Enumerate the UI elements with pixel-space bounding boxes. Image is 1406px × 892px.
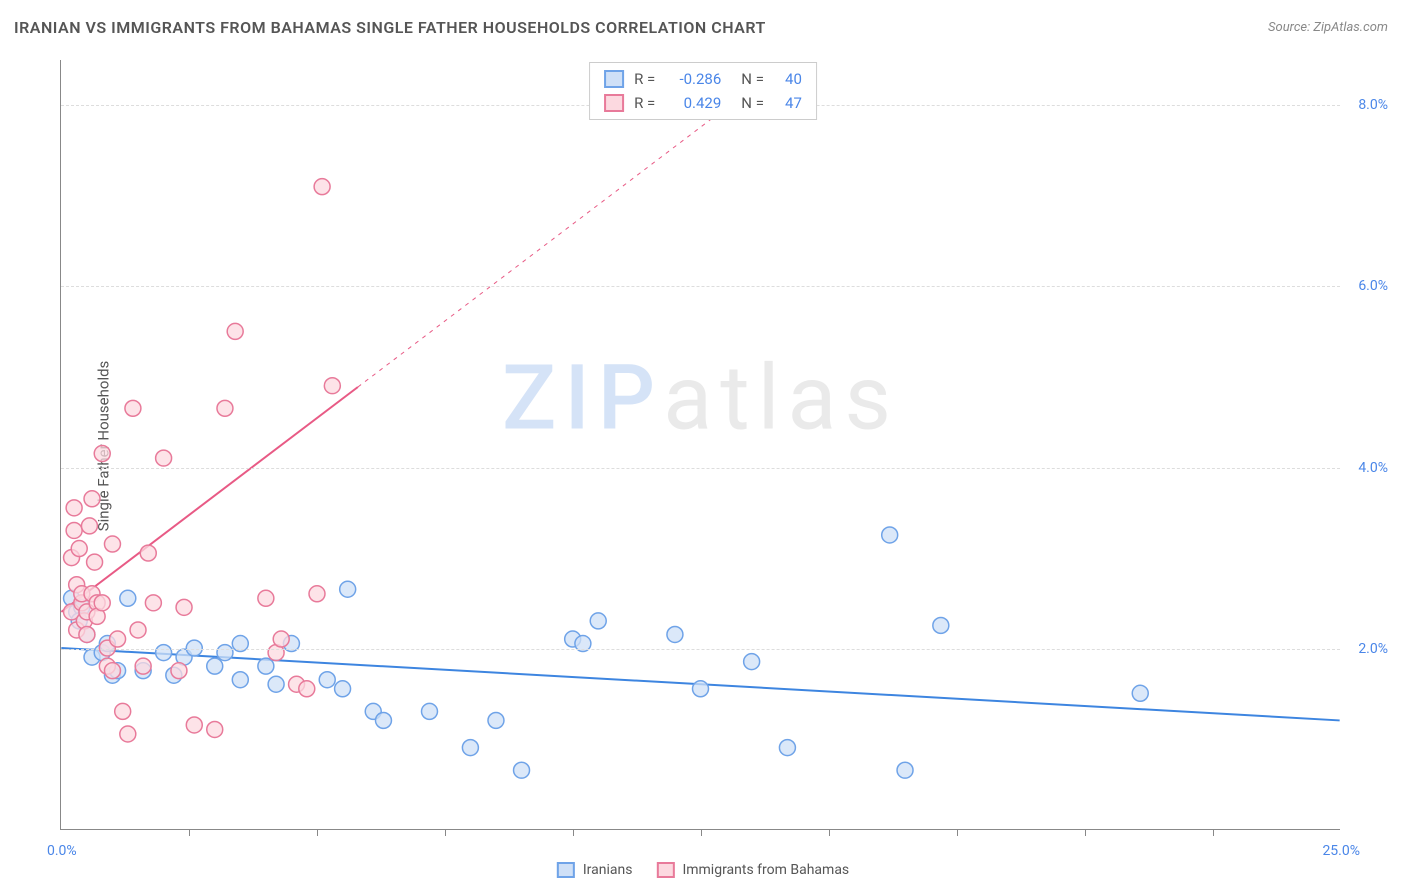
- data-point: [299, 681, 315, 697]
- data-point: [104, 663, 120, 679]
- legend-label: Immigrants from Bahamas: [682, 862, 849, 878]
- data-point: [186, 717, 202, 733]
- gridline: [61, 286, 1340, 287]
- data-point: [207, 721, 223, 737]
- stats-row: R = 0.429 N = 47: [604, 91, 802, 115]
- gridline: [61, 649, 1340, 650]
- y-tick-label: 4.0%: [1358, 460, 1388, 476]
- y-tick-label: 8.0%: [1358, 97, 1388, 113]
- data-point: [933, 617, 949, 633]
- data-point: [258, 658, 274, 674]
- data-point: [667, 626, 683, 642]
- data-point: [488, 712, 504, 728]
- data-point: [87, 554, 103, 570]
- stats-row: R = -0.286 N = 40: [604, 67, 802, 91]
- y-tick-label: 2.0%: [1358, 641, 1388, 657]
- data-point: [309, 586, 325, 602]
- data-point: [227, 323, 243, 339]
- data-point: [84, 491, 100, 507]
- data-point: [422, 703, 438, 719]
- y-tick-label: 6.0%: [1358, 278, 1388, 294]
- data-point: [514, 762, 530, 778]
- gridline: [61, 468, 1340, 469]
- data-point: [171, 663, 187, 679]
- chart-title: IRANIAN VS IMMIGRANTS FROM BAHAMAS SINGL…: [14, 18, 766, 37]
- stat-n-value: 47: [774, 91, 802, 115]
- data-point: [71, 541, 87, 557]
- data-point: [258, 590, 274, 606]
- source-attribution: Source: ZipAtlas.com: [1268, 20, 1388, 35]
- legend-item: Iranians: [557, 862, 633, 878]
- data-point: [268, 676, 284, 692]
- stat-r-label: R =: [634, 67, 655, 91]
- series-swatch: [604, 94, 624, 112]
- legend-label: Iranians: [583, 862, 633, 878]
- data-point: [135, 658, 151, 674]
- series-swatch: [604, 70, 624, 88]
- data-point: [120, 726, 136, 742]
- data-point: [1132, 685, 1148, 701]
- data-point: [110, 631, 126, 647]
- data-point: [314, 179, 330, 195]
- data-point: [744, 654, 760, 670]
- series-swatch: [656, 862, 674, 878]
- x-min-label: 0.0%: [47, 843, 77, 859]
- stat-r-label: R =: [634, 91, 655, 115]
- data-point: [79, 626, 95, 642]
- data-point: [217, 645, 233, 661]
- x-tick: [1085, 829, 1086, 836]
- x-tick: [573, 829, 574, 836]
- data-point: [375, 712, 391, 728]
- stats-legend-box: R = -0.286 N = 40 R = 0.429 N = 47: [589, 62, 817, 120]
- data-point: [340, 581, 356, 597]
- data-point: [104, 536, 120, 552]
- x-tick: [445, 829, 446, 836]
- data-point: [120, 590, 136, 606]
- trend-line: [61, 387, 358, 612]
- data-point: [273, 631, 289, 647]
- data-point: [145, 595, 161, 611]
- data-point: [335, 681, 351, 697]
- x-tick: [317, 829, 318, 836]
- data-point: [319, 672, 335, 688]
- x-tick: [957, 829, 958, 836]
- data-point: [176, 599, 192, 615]
- data-point: [81, 518, 97, 534]
- stat-r-value: 0.429: [665, 91, 721, 115]
- data-point: [140, 545, 156, 561]
- bottom-legend: Iranians Immigrants from Bahamas: [557, 862, 849, 878]
- data-point: [130, 622, 146, 638]
- data-point: [882, 527, 898, 543]
- stat-r-value: -0.286: [665, 67, 721, 91]
- data-point: [156, 645, 172, 661]
- data-point: [94, 595, 110, 611]
- stat-n-value: 40: [774, 67, 802, 91]
- legend-item: Immigrants from Bahamas: [656, 862, 849, 878]
- data-point: [125, 400, 141, 416]
- x-tick: [189, 829, 190, 836]
- x-tick: [829, 829, 830, 836]
- chart-svg: [61, 60, 1340, 829]
- series-swatch: [557, 862, 575, 878]
- data-point: [590, 613, 606, 629]
- data-point: [94, 446, 110, 462]
- data-point: [693, 681, 709, 697]
- stat-n-label: N =: [741, 67, 764, 91]
- data-point: [232, 672, 248, 688]
- stat-n-label: N =: [741, 91, 764, 115]
- data-point: [156, 450, 172, 466]
- x-max-label: 25.0%: [1322, 843, 1360, 859]
- data-point: [66, 500, 82, 516]
- data-point: [324, 378, 340, 394]
- data-point: [115, 703, 131, 719]
- data-point: [779, 740, 795, 756]
- x-tick: [1213, 829, 1214, 836]
- data-point: [897, 762, 913, 778]
- data-point: [66, 522, 82, 538]
- x-tick: [701, 829, 702, 836]
- data-point: [207, 658, 223, 674]
- data-point: [462, 740, 478, 756]
- plot-area: ZIPatlas 0.0% 25.0% 2.0%4.0%6.0%8.0%: [60, 60, 1340, 830]
- data-point: [217, 400, 233, 416]
